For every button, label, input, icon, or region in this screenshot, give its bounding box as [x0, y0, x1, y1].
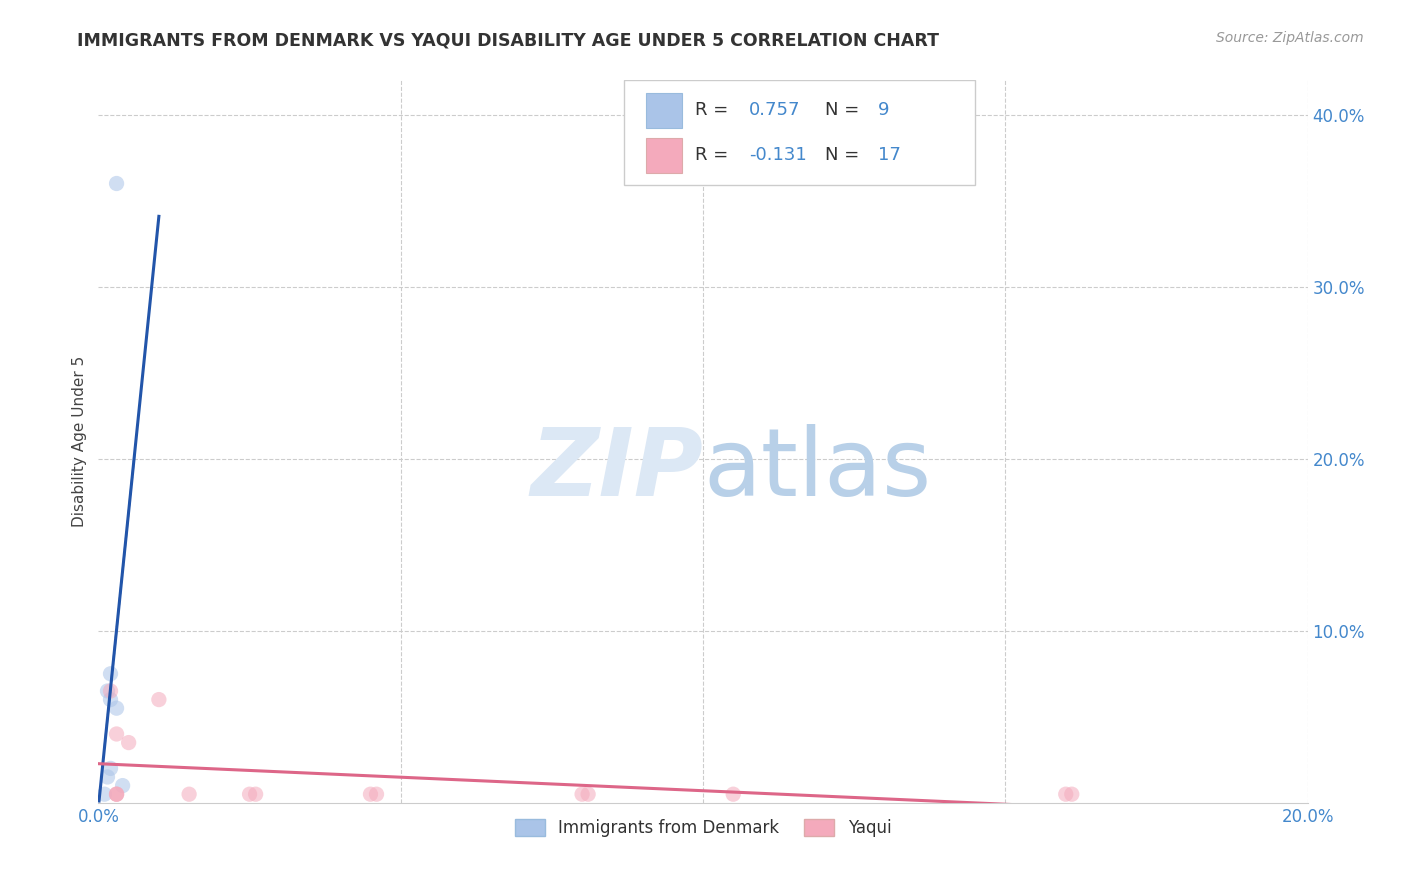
Point [360, 787, 382, 801]
Point [96, 770, 118, 784]
Point [100, 761, 122, 775]
Point [100, 666, 122, 681]
Text: N =: N = [825, 146, 865, 164]
Point [148, 692, 170, 706]
Point [723, 787, 745, 801]
Text: 9: 9 [879, 101, 890, 120]
Text: Source: ZipAtlas.com: Source: ZipAtlas.com [1216, 31, 1364, 45]
Text: atlas: atlas [703, 425, 931, 516]
Text: N =: N = [825, 101, 865, 120]
FancyBboxPatch shape [647, 93, 682, 128]
Text: 17: 17 [879, 146, 901, 164]
Point [179, 787, 201, 801]
Point [105, 177, 128, 191]
Text: R =: R = [695, 146, 734, 164]
Point [105, 787, 128, 801]
Point [1054, 787, 1077, 801]
Point [239, 787, 262, 801]
Text: R =: R = [695, 101, 734, 120]
Text: -0.131: -0.131 [749, 146, 807, 164]
Point [105, 727, 128, 741]
Point [118, 735, 141, 749]
Y-axis label: Disability Age Under 5: Disability Age Under 5 [72, 356, 87, 527]
Point [366, 787, 388, 801]
Point [96, 684, 118, 698]
Point [100, 692, 122, 706]
Legend: Immigrants from Denmark, Yaqui: Immigrants from Denmark, Yaqui [506, 810, 900, 845]
Point [571, 787, 593, 801]
Text: ZIP: ZIP [530, 425, 703, 516]
FancyBboxPatch shape [624, 80, 976, 185]
Point [576, 787, 599, 801]
Point [105, 701, 128, 715]
Point [1060, 787, 1083, 801]
Point [105, 787, 128, 801]
Point [105, 787, 128, 801]
Text: IMMIGRANTS FROM DENMARK VS YAQUI DISABILITY AGE UNDER 5 CORRELATION CHART: IMMIGRANTS FROM DENMARK VS YAQUI DISABIL… [77, 31, 939, 49]
Point [93, 787, 115, 801]
FancyBboxPatch shape [647, 137, 682, 173]
Point [111, 779, 134, 793]
Text: 0.757: 0.757 [749, 101, 800, 120]
Point [100, 684, 122, 698]
Point [245, 787, 267, 801]
